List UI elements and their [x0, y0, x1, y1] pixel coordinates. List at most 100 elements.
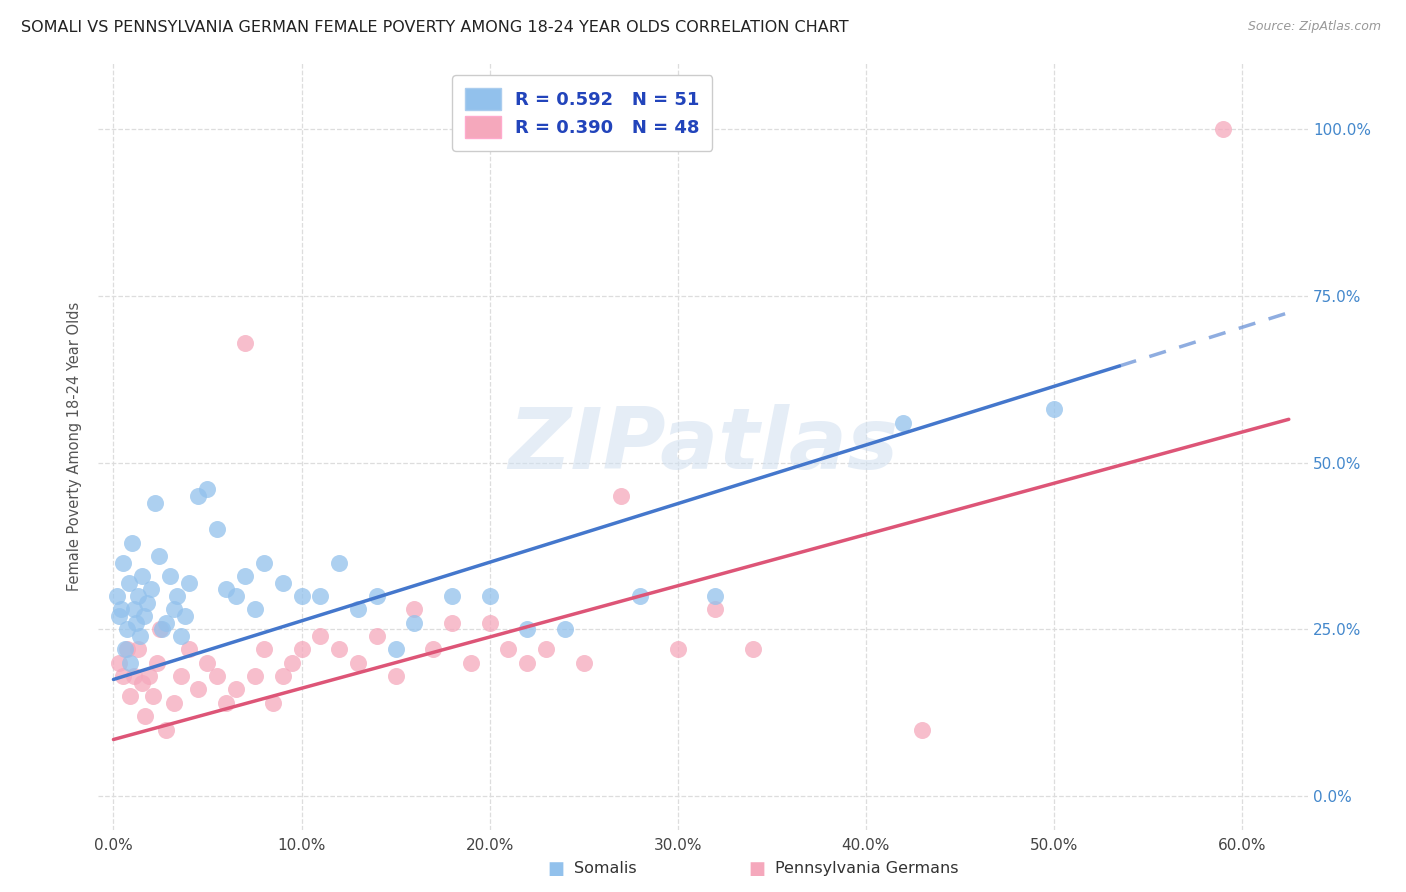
Point [187, 682, 209, 697]
Point [174, 609, 197, 624]
Point [111, 556, 134, 570]
Point [149, 623, 172, 637]
Point [205, 522, 228, 536]
Point [233, 569, 256, 583]
Point [243, 602, 266, 616]
Point [1212, 122, 1234, 136]
Point [197, 656, 219, 670]
Point [138, 669, 160, 683]
Point [290, 589, 312, 603]
Point [628, 589, 651, 603]
Point [177, 575, 200, 590]
Point [384, 642, 406, 657]
Point [610, 489, 633, 503]
Point [150, 623, 173, 637]
Point [243, 669, 266, 683]
Point [572, 656, 595, 670]
Point [225, 682, 247, 697]
Point [142, 689, 165, 703]
Point [534, 642, 557, 657]
Point [309, 629, 332, 643]
Point [131, 675, 153, 690]
Point [704, 602, 727, 616]
Point [117, 575, 139, 590]
Point [262, 696, 284, 710]
Text: ZIPatlas: ZIPatlas [508, 404, 898, 488]
Point [554, 623, 576, 637]
Point [162, 602, 184, 616]
Point [478, 615, 501, 630]
Point [128, 629, 150, 643]
Text: ■: ■ [748, 860, 765, 878]
Text: Source: ZipAtlas.com: Source: ZipAtlas.com [1247, 20, 1381, 33]
Point [115, 623, 138, 637]
Point [422, 642, 444, 657]
Point [125, 615, 148, 630]
Point [440, 615, 463, 630]
Text: Pennsylvania Germans: Pennsylvania Germans [775, 862, 959, 876]
Point [114, 642, 136, 657]
Point [132, 609, 155, 624]
Point [366, 589, 388, 603]
Point [704, 589, 727, 603]
Point [177, 642, 200, 657]
Point [122, 602, 145, 616]
Point [225, 589, 247, 603]
Point [121, 535, 143, 549]
Point [309, 589, 332, 603]
Point [115, 642, 138, 657]
Point [155, 615, 177, 630]
Point [170, 629, 193, 643]
Point [139, 582, 162, 597]
Point [120, 656, 142, 670]
Point [162, 696, 184, 710]
Point [127, 642, 149, 657]
Point [516, 623, 538, 637]
Point [134, 709, 156, 723]
Point [253, 556, 276, 570]
Point [271, 575, 294, 590]
Point [148, 549, 170, 563]
Point [498, 642, 520, 657]
Text: SOMALI VS PENNSYLVANIA GERMAN FEMALE POVERTY AMONG 18-24 YEAR OLDS CORRELATION C: SOMALI VS PENNSYLVANIA GERMAN FEMALE POV… [21, 20, 849, 35]
Point [108, 656, 131, 670]
Point [187, 489, 209, 503]
Y-axis label: Female Poverty Among 18-24 Year Olds: Female Poverty Among 18-24 Year Olds [67, 301, 83, 591]
Text: ■: ■ [547, 860, 564, 878]
Point [197, 483, 219, 497]
Point [159, 569, 181, 583]
Point [290, 642, 312, 657]
Point [127, 589, 149, 603]
Point [384, 669, 406, 683]
Point [145, 656, 167, 670]
Point [166, 589, 188, 603]
Point [328, 556, 350, 570]
Point [460, 656, 482, 670]
Text: Somalis: Somalis [574, 862, 637, 876]
Point [108, 609, 131, 624]
Point [741, 642, 763, 657]
Point [110, 602, 132, 616]
Point [404, 602, 426, 616]
Point [105, 589, 128, 603]
Point [131, 569, 153, 583]
Point [253, 642, 276, 657]
Point [120, 689, 142, 703]
Point [404, 615, 426, 630]
Point [328, 642, 350, 657]
Point [891, 416, 914, 430]
Point [136, 596, 159, 610]
Point [366, 629, 388, 643]
Point [666, 642, 689, 657]
Point [215, 582, 238, 597]
Point [911, 723, 934, 737]
Point [170, 669, 193, 683]
Point [347, 602, 370, 616]
Point [347, 656, 370, 670]
Point [155, 723, 177, 737]
Point [122, 669, 145, 683]
Point [440, 589, 463, 603]
Point [516, 656, 538, 670]
Point [111, 669, 134, 683]
Point [215, 696, 238, 710]
